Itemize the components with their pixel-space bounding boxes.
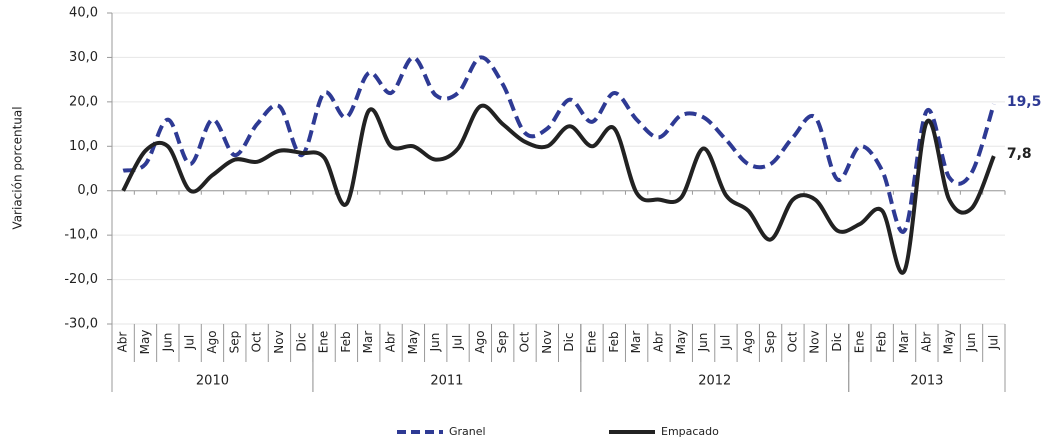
- x-tick-label: Nov: [272, 330, 286, 353]
- x-tick-label: Dic: [294, 332, 308, 351]
- x-tick-label: Ene: [317, 331, 331, 354]
- x-tick-label: Ene: [584, 331, 598, 354]
- group-label: 2010: [196, 374, 229, 389]
- x-tick-label: Nov: [540, 330, 554, 353]
- legend-label: Granel: [449, 425, 486, 438]
- group-label: 2013: [910, 374, 943, 389]
- x-tick-label: Jul: [183, 335, 197, 350]
- x-tick-label: Oct: [250, 331, 264, 352]
- x-tick-label: Sep: [763, 331, 777, 354]
- x-tick-label: Oct: [518, 331, 532, 352]
- value-label: 19,5: [1007, 94, 1042, 110]
- x-tick-label: Jun: [428, 333, 442, 353]
- y-tick-label: 20,0: [69, 94, 98, 109]
- y-tick-label: 40,0: [69, 6, 98, 21]
- x-tick-label: May: [406, 330, 420, 355]
- y-tick-label: 10,0: [69, 139, 98, 154]
- x-tick-label: Feb: [339, 331, 353, 352]
- series-line: [122, 55, 996, 234]
- x-tick-label: Oct: [785, 331, 799, 352]
- y-tick-label: -10,0: [64, 228, 98, 243]
- x-tick-label: Feb: [875, 331, 889, 352]
- x-tick-label: Dic: [830, 332, 844, 351]
- x-tick-label: Jul: [451, 335, 465, 350]
- x-tick-label: May: [942, 330, 956, 355]
- x-tick-label: Jun: [696, 333, 710, 353]
- y-tick-label: 0,0: [77, 183, 98, 198]
- value-label: 7,8: [1007, 146, 1032, 162]
- x-tick-label: Abr: [651, 332, 665, 353]
- x-tick-label: Jun: [160, 333, 174, 353]
- x-tick-label: Jul: [986, 335, 1000, 350]
- y-axis-label: Variación porcentual: [11, 106, 25, 229]
- x-tick-label: Mar: [361, 331, 375, 354]
- x-tick-label: May: [674, 330, 688, 355]
- x-tick-label: Ago: [205, 330, 219, 353]
- x-tick-label: Dic: [562, 332, 576, 351]
- group-label: 2012: [698, 374, 731, 389]
- x-tick-label: Ago: [473, 330, 487, 353]
- x-tick-label: Abr: [384, 332, 398, 353]
- y-tick-label: 30,0: [69, 50, 98, 65]
- x-tick-label: Ago: [741, 330, 755, 353]
- x-tick-label: Sep: [495, 331, 509, 354]
- group-label: 2011: [430, 374, 463, 389]
- x-tick-label: Nov: [808, 330, 822, 353]
- x-tick-label: Ene: [852, 331, 866, 354]
- y-tick-label: -30,0: [64, 317, 98, 332]
- x-tick-label: Jun: [964, 333, 978, 353]
- x-tick-label: Mar: [629, 331, 643, 354]
- x-tick-label: Sep: [227, 331, 241, 354]
- series-line: [121, 103, 996, 275]
- y-tick-label: -20,0: [64, 272, 98, 287]
- x-tick-label: Feb: [607, 331, 621, 352]
- x-tick-label: Mar: [897, 331, 911, 354]
- x-tick-label: Abr: [919, 332, 933, 353]
- legend-label: Empacado: [661, 425, 719, 438]
- x-tick-label: Abr: [116, 332, 130, 353]
- x-tick-label: Jul: [718, 335, 732, 350]
- x-tick-label: May: [138, 330, 152, 355]
